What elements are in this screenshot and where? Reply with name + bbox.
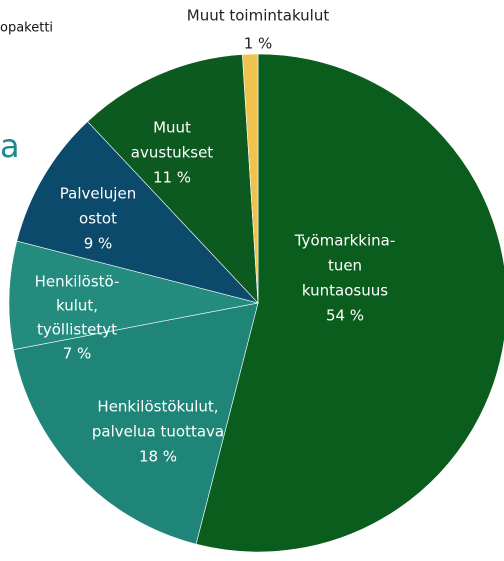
pie-slice: [8, 240, 259, 351]
slice-label: avustukset: [131, 144, 214, 162]
slice-label: palvelua tuottava: [92, 423, 224, 441]
slice-label: ostot: [79, 210, 117, 228]
slice-value-label: 1 %: [244, 35, 273, 53]
pie-slice: [13, 302, 259, 545]
slice-label: Muut: [153, 119, 191, 137]
slice-label: kuntaosuus: [302, 282, 388, 300]
slice-value-label: 11 %: [153, 169, 191, 187]
pie-slice: [195, 53, 504, 553]
slice-label: kulut,: [56, 297, 98, 315]
slice-value-label: 7 %: [63, 345, 92, 363]
slice-label: Muut toimintakulut: [187, 7, 330, 25]
slice-value-label: 54 %: [326, 307, 364, 325]
slice-value-label: 18 %: [139, 448, 177, 466]
slice-label: Työmarkkina-: [294, 232, 396, 250]
slice-value-label: 9 %: [84, 235, 113, 253]
slice-label: Henkilöstö-: [35, 273, 120, 291]
pie-slice: [87, 54, 259, 304]
slice-label: työllistetyt: [37, 321, 117, 339]
cut-text: opaketti: [0, 21, 53, 36]
slice-label: Henkilöstökulut,: [97, 398, 218, 416]
cut-heading: a: [0, 127, 20, 165]
slice-label: tuen: [328, 257, 362, 275]
pie-slice: [242, 53, 259, 304]
pie-slice: [16, 121, 259, 304]
slice-label: Palvelujen: [60, 185, 136, 203]
